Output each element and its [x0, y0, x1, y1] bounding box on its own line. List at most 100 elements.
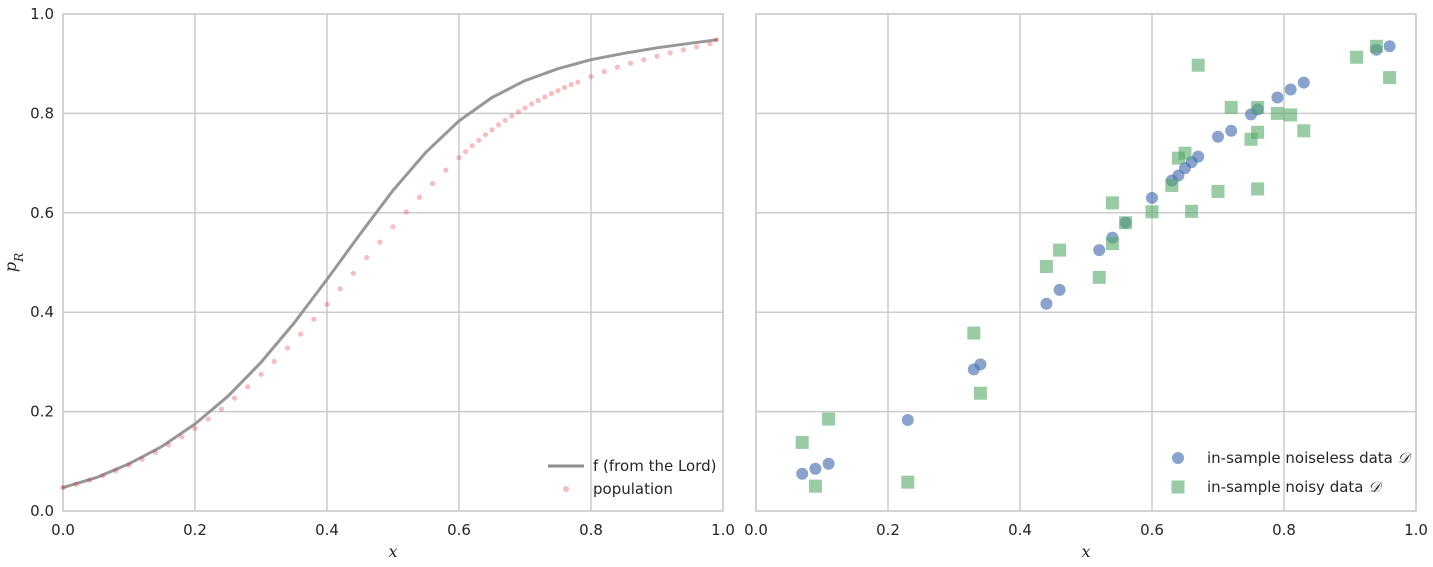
right-plot: 0.0 0.2 0.4 0.6 0.8 1.0 x in-sample noiseless d… — [744, 13, 1428, 561]
noiseless-point — [1212, 130, 1224, 143]
noisy-point — [1105, 196, 1119, 210]
population-point — [456, 155, 462, 161]
noisy-point — [795, 435, 809, 449]
x-axis-label: x — [1081, 542, 1090, 561]
population-point — [601, 69, 607, 75]
noisy-point — [1053, 243, 1067, 257]
noisy-point — [1178, 146, 1192, 160]
population-point — [152, 449, 158, 455]
population-point — [60, 485, 66, 491]
x-tick-label: 0.2 — [183, 521, 207, 539]
noiseless-point — [1284, 83, 1297, 96]
noisy-point — [1369, 39, 1383, 53]
population-point — [562, 84, 568, 91]
population-point — [166, 442, 172, 448]
noisy-point — [1251, 125, 1265, 139]
legend-label: population — [593, 480, 673, 498]
population-point — [588, 74, 594, 80]
population-point — [463, 149, 469, 155]
noisy-point — [967, 326, 981, 340]
population-point — [284, 345, 290, 351]
population-point — [482, 132, 488, 138]
population-point — [476, 137, 482, 143]
population-point — [390, 224, 396, 230]
population-point — [555, 87, 561, 94]
legend-label: in-sample noiseless data 𝒟 — [1207, 449, 1413, 467]
x-tick-label: 0.2 — [876, 521, 900, 539]
x-tick-label: 0.8 — [1272, 521, 1296, 539]
x-axis-label: x — [388, 542, 397, 561]
population-point — [100, 473, 106, 479]
y-tick-label: 0.2 — [30, 403, 54, 421]
left-plot: 0.0 0.2 0.4 0.6 0.8 1.0 0.0 0.2 0.4 0.6 0.8 1.0 x pR f… — [1, 5, 735, 561]
noisy-point — [1251, 182, 1265, 196]
population-point — [218, 406, 224, 412]
noiseless-point — [1225, 124, 1238, 137]
noisy-point — [1284, 108, 1298, 122]
x-tick-label: 0.0 — [744, 521, 768, 539]
population-point — [139, 456, 145, 462]
y-tick-label: 0.4 — [30, 303, 54, 321]
noiseless-point — [809, 462, 822, 475]
y-tick-label: 0.6 — [30, 204, 54, 222]
y-axis-label: pR — [1, 253, 26, 272]
population-point — [542, 94, 548, 100]
noiseless-point — [901, 414, 914, 427]
legend: in-sample noiseless data 𝒟 in-sample nois… — [1171, 449, 1413, 496]
noisy-point — [1039, 259, 1053, 273]
population-point — [443, 167, 449, 173]
noisy-point — [808, 479, 822, 493]
noisy-point — [1092, 270, 1106, 284]
y-tick-label: 0.0 — [30, 502, 54, 520]
noisy-point — [1297, 124, 1311, 138]
y-tick-label: 0.8 — [30, 104, 54, 122]
population-point — [377, 239, 383, 245]
population-point — [469, 143, 475, 149]
population-point — [654, 53, 660, 59]
population-point — [232, 395, 238, 401]
noiseless-point — [1053, 283, 1066, 296]
population-point — [667, 50, 673, 56]
population-point — [416, 194, 422, 200]
noiseless-point — [1093, 244, 1106, 257]
noisy-point — [822, 412, 836, 426]
population-point — [337, 286, 343, 292]
noisy-point — [1119, 216, 1133, 230]
noisy-point — [901, 475, 915, 489]
legend: f (from the Lord) population — [548, 457, 717, 498]
x-tick-label: 0.8 — [579, 521, 603, 539]
x-tick-label: 0.4 — [1008, 521, 1032, 539]
population-point — [509, 113, 515, 119]
series-line — [61, 38, 718, 490]
population-point — [403, 209, 409, 215]
population-point — [86, 477, 92, 483]
population-point — [489, 127, 495, 133]
legend-square-swatch — [1171, 480, 1185, 494]
noisy-point — [973, 386, 987, 400]
noiseless-point — [1040, 297, 1053, 310]
plot-frame — [755, 13, 1417, 512]
population-point — [707, 41, 713, 47]
population-point — [522, 105, 528, 111]
x-tick-label: 0.4 — [315, 521, 339, 539]
noisy-point — [1165, 178, 1179, 192]
population-point — [496, 122, 502, 128]
noisy-point — [1211, 184, 1225, 198]
noiseless-point — [1383, 40, 1396, 53]
x-tick-label: 0.6 — [1140, 521, 1164, 539]
population-point — [311, 316, 317, 322]
population-point — [205, 416, 211, 422]
population-point — [364, 254, 370, 261]
x-tick-label: 0.0 — [51, 521, 75, 539]
legend-dot-swatch — [563, 486, 569, 492]
population-point — [713, 37, 720, 43]
noisy-point — [1145, 205, 1159, 219]
noisy-point — [1251, 100, 1265, 114]
noiseless-point — [1297, 76, 1310, 89]
noiseless-point — [1146, 191, 1158, 204]
population-point — [515, 109, 522, 115]
population-point — [568, 81, 574, 88]
population-point — [614, 64, 621, 70]
plot-frame — [62, 13, 724, 512]
population-point — [430, 180, 436, 187]
